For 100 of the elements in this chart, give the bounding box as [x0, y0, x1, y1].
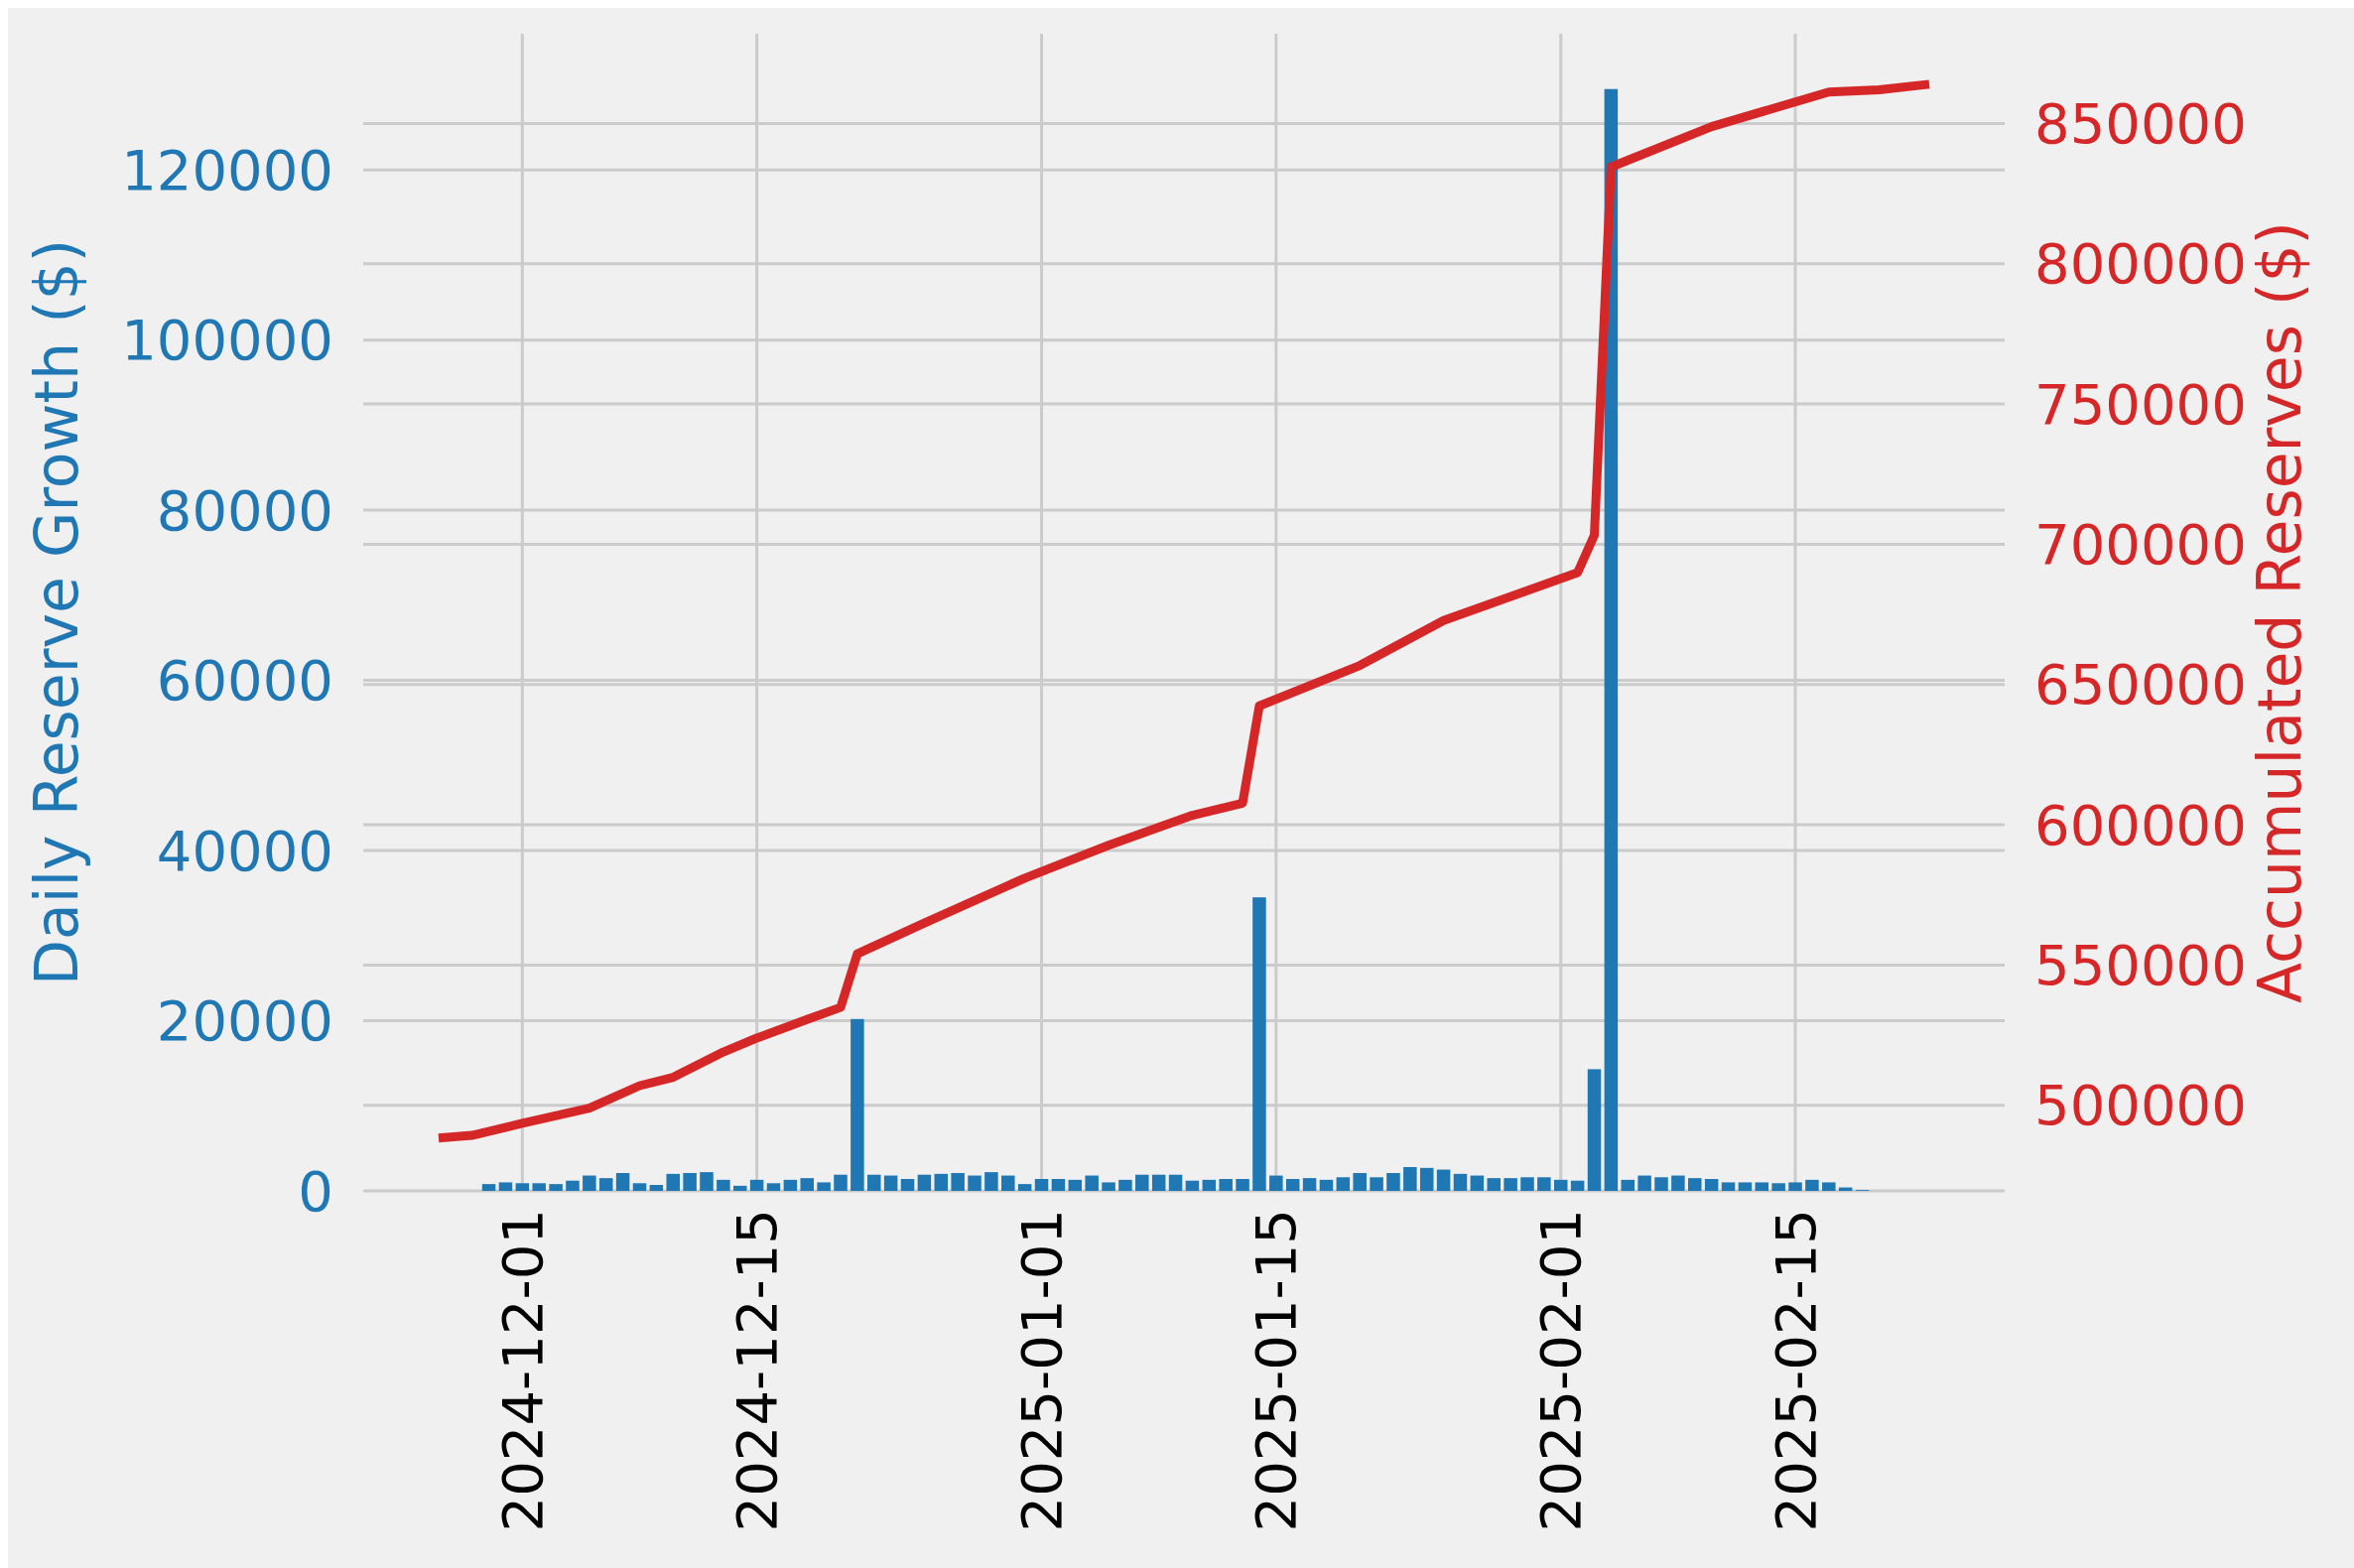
bar — [1068, 1179, 1083, 1191]
bar — [968, 1175, 981, 1191]
bar — [1252, 897, 1266, 1191]
bar — [498, 1182, 513, 1191]
bar — [800, 1178, 815, 1191]
bar — [1135, 1174, 1149, 1191]
bar — [1017, 1184, 1032, 1191]
x-tick-label: 2025-02-01 — [1528, 1209, 1594, 1532]
bar — [1202, 1179, 1217, 1191]
bar — [1637, 1175, 1651, 1191]
bar — [1386, 1173, 1400, 1191]
y2-tick-label: 550000 — [2034, 933, 2247, 998]
bar — [783, 1179, 798, 1191]
bar — [834, 1174, 848, 1191]
bar — [984, 1172, 998, 1191]
bar — [1001, 1175, 1015, 1191]
bar — [900, 1179, 915, 1191]
x-tick-label: 2025-02-15 — [1763, 1209, 1828, 1532]
bar — [1453, 1173, 1468, 1191]
bar — [1118, 1179, 1132, 1191]
bar — [883, 1175, 898, 1191]
bar — [867, 1174, 881, 1191]
bar — [1788, 1182, 1802, 1191]
bar — [1771, 1183, 1785, 1191]
bar — [1587, 1069, 1602, 1191]
bar — [598, 1178, 613, 1191]
bar — [1704, 1179, 1719, 1191]
bar — [1654, 1177, 1668, 1191]
bar — [1370, 1177, 1383, 1191]
bar — [1219, 1179, 1233, 1191]
bar — [632, 1183, 647, 1191]
bar — [1822, 1182, 1836, 1191]
bar — [1085, 1175, 1099, 1191]
bar — [1168, 1174, 1183, 1191]
y-tick-label: 20000 — [156, 988, 333, 1054]
x-tick-label: 2025-01-15 — [1243, 1209, 1309, 1532]
y2-axis-title: Accumulated Reserves ($) — [2245, 221, 2314, 1003]
bar — [1403, 1166, 1417, 1191]
bar — [1319, 1179, 1334, 1191]
bar — [717, 1179, 730, 1191]
bar — [1738, 1182, 1753, 1191]
bar — [1520, 1177, 1534, 1191]
y-tick-label: 0 — [298, 1158, 333, 1224]
bar — [481, 1184, 496, 1191]
bar — [515, 1183, 530, 1191]
y2-tick-label: 750000 — [2034, 371, 2247, 437]
y2-tick-label: 650000 — [2034, 652, 2247, 718]
bar — [1185, 1180, 1200, 1191]
bar — [1755, 1182, 1769, 1191]
bar — [1034, 1179, 1049, 1191]
bar — [549, 1184, 563, 1191]
bar — [683, 1173, 697, 1191]
y-tick-label: 100000 — [121, 308, 333, 373]
bar — [732, 1185, 747, 1191]
bar — [649, 1185, 664, 1191]
bar — [1269, 1175, 1283, 1191]
y-tick-label: 80000 — [156, 477, 333, 543]
bar — [817, 1182, 831, 1191]
bar — [1721, 1182, 1736, 1191]
bar — [700, 1172, 714, 1191]
bar — [1336, 1177, 1351, 1191]
bar — [1236, 1179, 1249, 1191]
y-tick-label: 60000 — [156, 648, 333, 714]
y-tick-label: 120000 — [121, 137, 333, 202]
bar — [1436, 1169, 1451, 1191]
bar — [1504, 1178, 1517, 1191]
y2-tick-label: 800000 — [2034, 231, 2247, 297]
bar — [1805, 1179, 1819, 1191]
bar — [850, 1018, 864, 1191]
bar — [615, 1173, 630, 1191]
bar — [1470, 1175, 1485, 1191]
bar — [1487, 1178, 1501, 1191]
bar — [1302, 1178, 1317, 1191]
x-tick-label: 2024-12-01 — [489, 1209, 555, 1532]
bar — [951, 1173, 965, 1191]
y-tick-label: 40000 — [156, 818, 333, 883]
bar — [749, 1179, 764, 1191]
bar — [934, 1173, 949, 1191]
bar — [1102, 1182, 1115, 1191]
bar — [566, 1180, 580, 1191]
y-axis-title: Daily Reserve Growth ($) — [22, 238, 91, 986]
bar — [1570, 1180, 1585, 1191]
bar — [1671, 1175, 1685, 1191]
bar — [1419, 1167, 1434, 1191]
bar — [666, 1173, 680, 1191]
bar — [1553, 1179, 1568, 1191]
bar — [1353, 1173, 1367, 1191]
y2-tick-label: 700000 — [2034, 512, 2247, 578]
bar — [1537, 1177, 1551, 1191]
bar — [1285, 1179, 1300, 1191]
y2-tick-label: 850000 — [2034, 91, 2247, 157]
bar — [917, 1174, 932, 1191]
bar — [766, 1183, 781, 1191]
bar — [1051, 1179, 1066, 1191]
x-tick-label: 2025-01-01 — [1009, 1209, 1075, 1532]
x-tick-label: 2024-12-15 — [724, 1209, 790, 1532]
bar — [583, 1175, 596, 1191]
y2-tick-label: 600000 — [2034, 792, 2247, 857]
bar — [1151, 1174, 1166, 1191]
y2-tick-label: 500000 — [2034, 1073, 2247, 1138]
